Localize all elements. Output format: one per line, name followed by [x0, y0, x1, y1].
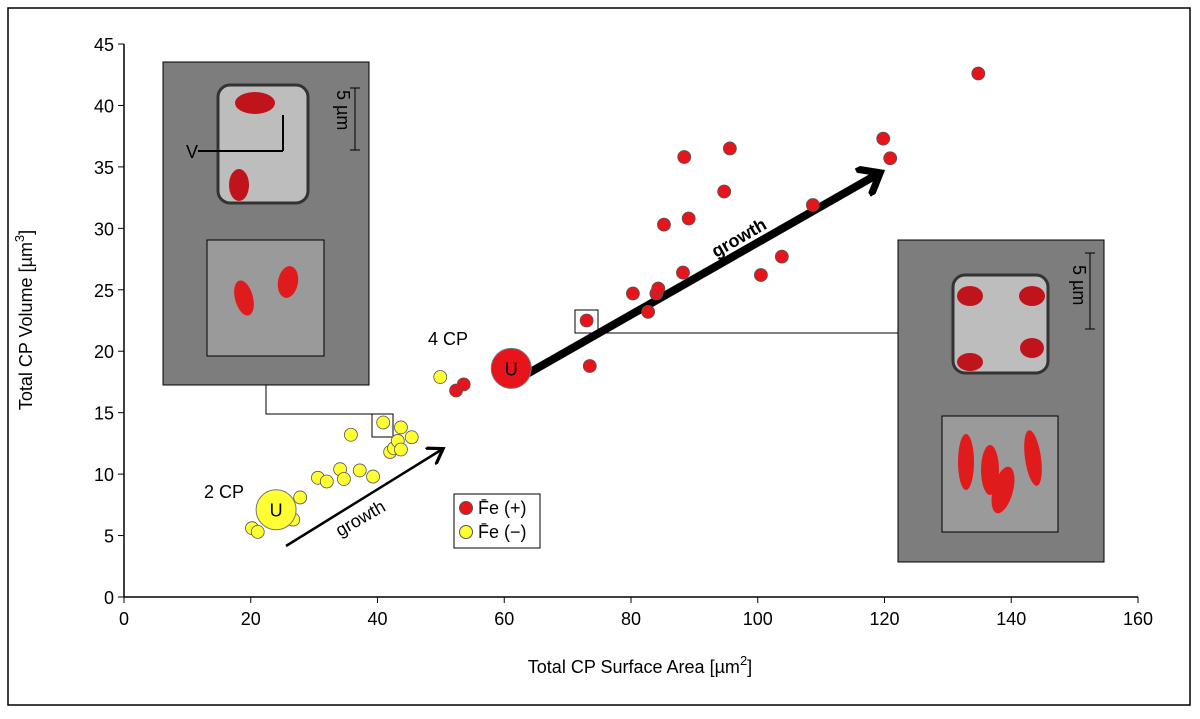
- mean-point: [490, 347, 532, 389]
- x-tick-label: 140: [996, 609, 1026, 629]
- y-tick-label: 25: [94, 281, 114, 301]
- point: [681, 211, 696, 226]
- mean-label: U: [505, 359, 518, 379]
- mean-point: [255, 489, 297, 531]
- mean-label: U: [270, 501, 283, 521]
- point: [641, 304, 656, 319]
- x-tick-label: 120: [869, 609, 899, 629]
- point: [651, 281, 666, 296]
- point: [352, 463, 367, 478]
- x-tick-label: 100: [743, 609, 773, 629]
- x-axis-label: Total CP Surface Area [µm2]: [528, 653, 752, 677]
- annotation: 4 CP: [428, 329, 468, 349]
- x-tick-label: 60: [494, 609, 514, 629]
- inset-right: 5 µm: [897, 239, 1105, 563]
- point: [337, 472, 351, 486]
- inset-left: V 5 µm: [162, 61, 370, 386]
- point: [376, 415, 391, 430]
- point: [456, 377, 471, 392]
- annotation: 5 µm: [1069, 265, 1089, 305]
- x-tick-label: 40: [367, 609, 387, 629]
- legend-label: F̄e (−): [478, 522, 527, 542]
- point: [366, 469, 380, 484]
- point: [722, 141, 737, 156]
- growth-arrow: [285, 450, 441, 548]
- connector: [265, 309, 898, 438]
- point: [293, 490, 308, 505]
- annotation: V: [186, 142, 198, 162]
- x-tick-label: 80: [621, 609, 641, 629]
- point: [250, 524, 265, 539]
- y-tick-label: 15: [94, 404, 114, 424]
- annotation: 5 µm: [333, 90, 353, 130]
- y-tick-label: 30: [94, 219, 114, 239]
- point: [676, 265, 690, 280]
- y-tick-label: 10: [94, 465, 114, 485]
- x-tick-label: 160: [1123, 609, 1153, 629]
- y-tick-label: 45: [94, 35, 114, 55]
- legend-marker: [459, 501, 473, 515]
- point: [657, 217, 671, 232]
- point: [579, 313, 594, 328]
- y-tick-label: 20: [94, 342, 114, 362]
- point: [883, 151, 898, 166]
- x-tick-label: 0: [119, 609, 129, 629]
- y-tick-label: 40: [94, 96, 114, 116]
- point: [805, 198, 820, 212]
- point: [394, 420, 408, 435]
- point: [774, 249, 789, 264]
- point: [433, 370, 448, 384]
- legend-label: F̄e (+): [478, 498, 527, 518]
- point: [343, 427, 358, 442]
- point: [971, 66, 986, 81]
- point: [754, 268, 768, 282]
- y-tick-label: 35: [94, 158, 114, 178]
- point: [319, 474, 334, 489]
- y-tick-label: 0: [104, 588, 114, 608]
- growth-arrow: [525, 174, 878, 378]
- y-tick-label: 5: [104, 527, 114, 547]
- point: [717, 184, 732, 199]
- point: [677, 150, 692, 164]
- point: [404, 430, 419, 445]
- x-tick-label: 20: [241, 609, 261, 629]
- point: [626, 286, 640, 301]
- annotation: 2 CP: [204, 482, 244, 502]
- y-axis-label: Total CP Volume [µm3]: [12, 230, 36, 410]
- point: [582, 359, 597, 373]
- legend-marker: [459, 525, 473, 539]
- point: [876, 131, 891, 146]
- point: [394, 442, 408, 457]
- legend: F̄e (+) F̄e (−): [453, 493, 541, 549]
